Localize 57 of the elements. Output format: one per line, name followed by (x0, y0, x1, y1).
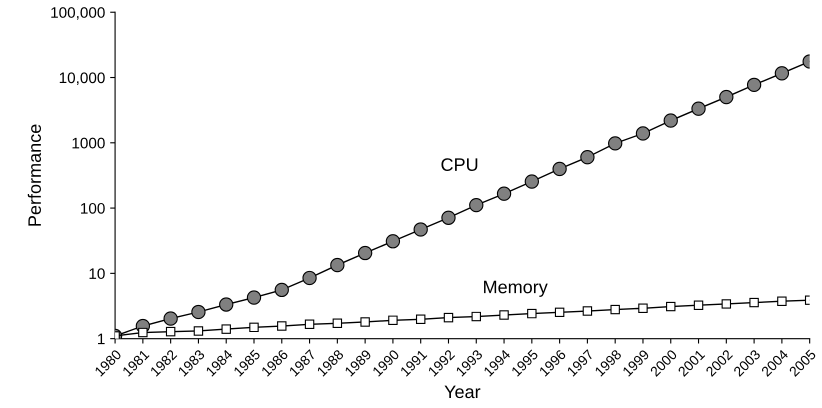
point (219, 297, 234, 312)
y-tick-label: 1 (98, 334, 105, 344)
point (304, 320, 314, 329)
point (664, 113, 678, 128)
point (386, 234, 400, 248)
y-tick-label: 100,000 (51, 7, 105, 20)
point (694, 300, 704, 310)
y-tick-label: 10,000 (60, 72, 105, 86)
point (302, 270, 317, 286)
y-tick-label: 10 (90, 268, 105, 280)
point (332, 318, 342, 328)
series-label: CPU (441, 158, 478, 171)
x-axis-title: Year (444, 386, 480, 398)
point (554, 308, 564, 318)
point (527, 308, 537, 318)
point (246, 290, 262, 305)
point (638, 304, 648, 313)
point (441, 210, 456, 225)
point (472, 312, 481, 322)
point (722, 299, 732, 309)
point (138, 328, 148, 338)
point (777, 296, 787, 306)
point (496, 186, 512, 201)
point (274, 282, 289, 298)
point (388, 316, 398, 326)
point (469, 198, 484, 212)
point (358, 246, 372, 260)
point (719, 90, 734, 104)
y-tick-label: 1000 (72, 138, 105, 148)
point (277, 321, 287, 331)
series-label: Memory (484, 280, 548, 297)
y-tick-label: 100 (81, 202, 105, 214)
y-axis-title: Performance (28, 124, 42, 226)
point (552, 162, 567, 176)
point (580, 150, 595, 164)
point (416, 314, 426, 324)
point (249, 322, 259, 332)
point (691, 102, 706, 116)
point (524, 174, 539, 189)
point (330, 258, 344, 272)
point (774, 66, 790, 80)
point (608, 136, 622, 151)
point (194, 326, 204, 336)
point (360, 317, 370, 327)
point (582, 306, 592, 316)
point (191, 304, 206, 320)
point (636, 126, 650, 141)
point (610, 304, 620, 314)
point (444, 312, 454, 322)
point (666, 302, 676, 312)
point (414, 222, 428, 237)
point (221, 324, 231, 334)
point (499, 310, 509, 320)
point (163, 311, 178, 326)
point (166, 326, 176, 336)
point (746, 78, 762, 92)
point (749, 298, 759, 308)
